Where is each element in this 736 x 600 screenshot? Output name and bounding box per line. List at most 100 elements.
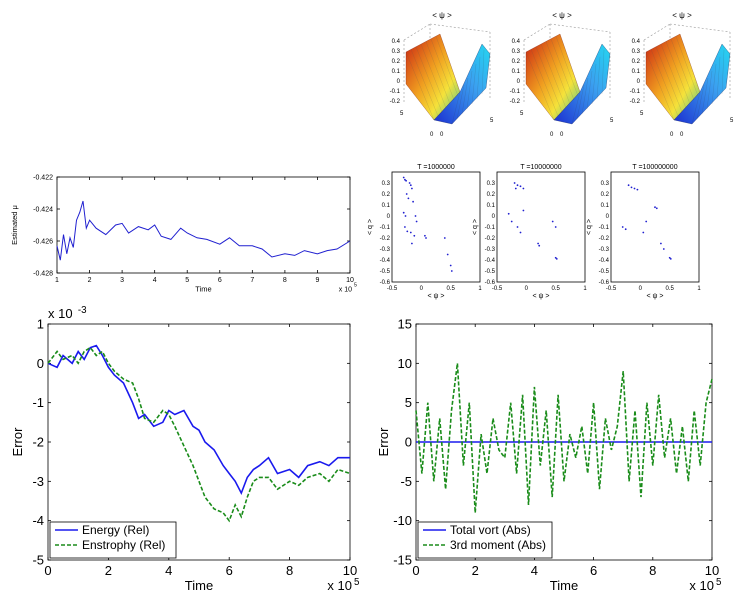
surface-title: < ψ >	[552, 11, 572, 20]
x-tick-label: 9	[315, 277, 319, 284]
scatter-point	[513, 182, 516, 184]
surface-mesh-line	[675, 36, 699, 97]
y-tick-label: -0.428	[33, 270, 53, 277]
surface-x-tick: 5	[490, 118, 494, 124]
scatter-point	[409, 184, 412, 187]
scatter-point	[522, 209, 525, 212]
surface-z-tick: 0.4	[632, 39, 641, 45]
scatter-point	[537, 242, 539, 245]
surface-box-edge	[403, 23, 431, 41]
scatter-point	[654, 206, 656, 209]
surface-mesh-line	[691, 91, 701, 125]
scatter-point	[413, 234, 416, 237]
scatter-point	[519, 185, 522, 188]
surface-mesh-line	[591, 63, 597, 105]
surface-z-tick: 0.3	[512, 49, 521, 55]
x-tick-label: 1	[583, 286, 587, 292]
scatter-point	[411, 187, 413, 190]
surface-x-tick: 0	[440, 132, 444, 138]
series-line-3rd-moment-abs-	[415, 363, 713, 513]
x-tick-label: 8	[649, 563, 656, 578]
x-tick-label: 3	[120, 277, 124, 284]
scatter-point	[405, 193, 408, 195]
scatter-point	[660, 242, 662, 245]
y-axis-label: Error	[10, 427, 25, 457]
y-tick-label: -0.5	[485, 269, 496, 275]
scatter-point	[555, 258, 558, 260]
surface-mesh-line	[481, 49, 485, 95]
y-tick-label: 0	[606, 214, 610, 220]
scatter-point	[510, 220, 513, 223]
surface-mesh-line	[711, 63, 717, 105]
surface-mesh-line	[430, 38, 455, 101]
x-tick-label: 6	[218, 277, 222, 284]
surface-z-tick: 0.4	[512, 39, 521, 45]
scatter-title: T =10000000	[520, 164, 561, 171]
x-tick-label: 1	[478, 286, 482, 292]
surface-mesh-line	[645, 51, 675, 121]
surface-box-edge	[523, 23, 551, 41]
x-axis-exponent: 5	[354, 577, 360, 588]
x-tick-label: 10	[705, 563, 719, 578]
scatter-panel: T =100000000 -0.5 0 0.5 1 0.3 0.2 0.1 0 -0.1 -0.2 -…	[586, 164, 701, 300]
scatter-point	[414, 215, 417, 217]
surface-mesh-line	[476, 56, 481, 100]
x-tick-label: 1	[55, 277, 59, 284]
surface-panel: < ψ >0.40.30.20.10-0.1-0.250 05	[510, 11, 614, 138]
surface-mesh-line	[410, 49, 439, 117]
legend-box	[49, 521, 177, 559]
surface-y-tick: 0	[670, 132, 674, 138]
y-tick-label: -10	[393, 513, 412, 528]
x-tick-label: 0	[412, 563, 419, 578]
surface-mesh-line	[425, 41, 451, 105]
scatter-point	[519, 231, 522, 234]
y-tick-label: -0.4	[485, 258, 496, 264]
surface-mesh-line	[581, 77, 589, 115]
scatter-point	[406, 230, 409, 233]
x-axis-multiplier: x 10	[689, 578, 714, 593]
x-tick-label: 1	[697, 286, 701, 292]
x-axis-label: Time	[185, 578, 213, 593]
legend-label: Enstrophy (Rel)	[82, 538, 165, 552]
y-tick-label: -2	[32, 435, 44, 450]
surface-mesh-line	[456, 84, 465, 120]
y-tick-label: -0.1	[380, 225, 391, 231]
y-tick-label: -0.3	[380, 247, 391, 253]
surface-mesh-line	[601, 49, 605, 95]
y-tick-label: 10	[398, 356, 412, 371]
x-tick-label: 2	[88, 277, 92, 284]
y-axis-exponent: -3	[78, 305, 87, 316]
x-tick-label: 0	[420, 286, 424, 292]
y-tick-label: 0.3	[382, 181, 391, 187]
y-tick-label: 1	[37, 317, 44, 332]
surface-mesh-line	[545, 41, 571, 105]
legend-label: Energy (Rel)	[82, 523, 149, 537]
y-tick-label: 5	[405, 395, 412, 410]
scatter-point	[404, 178, 406, 181]
y-tick-label: 0.2	[601, 192, 610, 198]
x-tick-label: 6	[590, 563, 597, 578]
scatter-point	[636, 188, 639, 191]
x-axis-label: < ψ >	[646, 293, 663, 300]
surface-mesh-line	[655, 46, 683, 113]
scatter-title: T =1000000	[417, 164, 455, 171]
x-axis-label: Time	[195, 285, 211, 294]
x-tick-label: 2	[105, 563, 112, 578]
y-tick-label: 15	[398, 317, 412, 332]
legend-box	[417, 521, 553, 559]
surface-mesh-line	[525, 51, 555, 121]
y-tick-label: -0.426	[33, 238, 53, 245]
y-tick-label: 0.3	[487, 181, 496, 187]
y-tick-label: 0.1	[487, 203, 496, 209]
y-tick-label: -0.1	[485, 225, 496, 231]
surface-mesh-line	[665, 41, 691, 105]
plot-frame	[610, 171, 700, 283]
surface-x-tick: 0	[560, 132, 564, 138]
x-axis-label: Time	[550, 578, 578, 593]
scatter-point	[669, 258, 672, 260]
x-tick-label: 0.5	[665, 286, 674, 292]
surface-panel: < ψ >0.40.30.20.10-0.1-0.250 05	[630, 11, 734, 138]
surface-mesh-line	[721, 49, 725, 95]
y-tick-label: -5	[400, 474, 412, 489]
